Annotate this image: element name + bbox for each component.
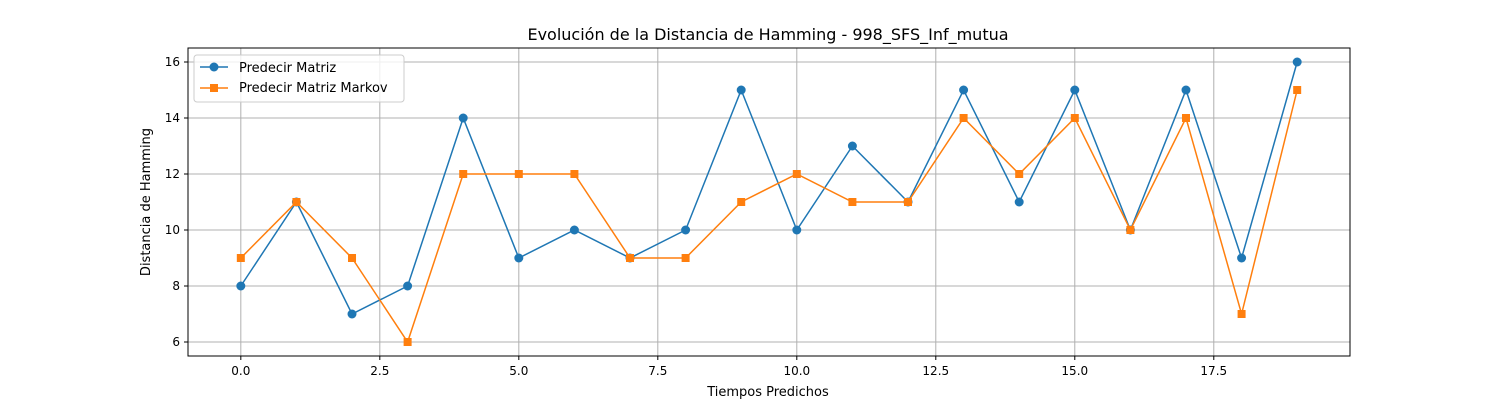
data-point-predecir-matriz [514, 253, 524, 263]
data-point-predecir-matriz [792, 225, 802, 235]
data-point-predecir-matriz-markov [514, 170, 523, 178]
data-point-predecir-matriz-markov [570, 170, 579, 178]
data-point-predecir-matriz [569, 225, 579, 235]
data-point-predecir-matriz-markov [681, 254, 690, 262]
data-point-predecir-matriz-markov [792, 170, 801, 178]
data-point-predecir-matriz [1292, 57, 1302, 67]
data-point-predecir-matriz [1237, 253, 1247, 263]
y-tick-label: 16 [165, 55, 180, 69]
data-point-predecir-matriz [1181, 85, 1191, 95]
series-line-predecir-matriz-markov [240, 89, 1298, 344]
data-point-predecir-matriz-markov [1181, 114, 1190, 122]
y-tick-label: 6 [172, 335, 180, 349]
data-point-predecir-matriz-markov [1293, 86, 1302, 94]
x-tick-label: 5.0 [509, 364, 528, 378]
data-point-predecir-matriz [347, 309, 357, 319]
data-point-predecir-matriz-markov [348, 254, 357, 262]
legend-marker-predecir-matriz-markov [210, 84, 218, 92]
data-point-predecir-matriz [1014, 197, 1024, 207]
legend-marker-predecir-matriz [209, 62, 219, 72]
series-line-predecir-matriz [240, 61, 1298, 316]
y-axis: 6 8 10 12 14 16 [165, 55, 188, 349]
data-point-predecir-matriz-markov [292, 198, 301, 206]
x-axis-label: Tiempos Predichos [706, 385, 829, 400]
x-tick-label: 2.5 [370, 364, 389, 378]
data-point-predecir-matriz-markov [1126, 226, 1135, 234]
x-tick-label: 15.0 [1061, 364, 1088, 378]
plot-frame [187, 47, 1351, 357]
data-point-predecir-matriz [236, 281, 246, 291]
legend-label-predecir-matriz: Predecir Matriz [239, 61, 336, 76]
legend-box [193, 54, 405, 103]
data-point-predecir-matriz [681, 225, 691, 235]
x-tick-label: 17.5 [1200, 364, 1227, 378]
data-point-predecir-matriz [959, 85, 969, 95]
data-point-predecir-matriz [458, 113, 468, 123]
y-axis-label: Distancia de Hamming [139, 128, 154, 276]
data-point-predecir-matriz-markov [737, 198, 746, 206]
data-point-predecir-matriz-markov [1015, 170, 1024, 178]
data-point-predecir-matriz-markov [959, 114, 968, 122]
data-point-predecir-matriz-markov [1237, 310, 1246, 318]
data-point-predecir-matriz [847, 141, 857, 151]
data-point-predecir-matriz [736, 85, 746, 95]
legend: Predecir Matriz Predecir Matriz Markov [193, 54, 405, 103]
y-tick-label: 8 [172, 279, 180, 293]
data-point-predecir-matriz-markov [1070, 114, 1079, 122]
data-point-predecir-matriz-markov [236, 254, 245, 262]
x-tick-label: 10.0 [783, 364, 810, 378]
data-point-predecir-matriz [1070, 85, 1080, 95]
y-tick-label: 14 [165, 111, 180, 125]
data-point-predecir-matriz-markov [626, 254, 635, 262]
x-tick-label: 7.5 [648, 364, 667, 378]
y-tick-label: 10 [165, 223, 180, 237]
data-point-predecir-matriz-markov [903, 198, 912, 206]
series-layer [236, 57, 1302, 346]
y-tick-label: 12 [165, 167, 180, 181]
data-point-predecir-matriz-markov [459, 170, 468, 178]
data-point-predecir-matriz-markov [848, 198, 857, 206]
x-tick-label: 12.5 [922, 364, 949, 378]
chart-title: Evolución de la Distancia de Hamming - 9… [527, 25, 1008, 45]
x-tick-label: 0.0 [231, 364, 250, 378]
x-axis: 0.0 2.5 5.0 7.5 10.0 12.5 15.0 17.5 [231, 356, 1227, 378]
legend-label-predecir-matriz-markov: Predecir Matriz Markov [239, 81, 388, 96]
data-point-predecir-matriz-markov [403, 338, 412, 346]
data-point-predecir-matriz [403, 281, 413, 291]
